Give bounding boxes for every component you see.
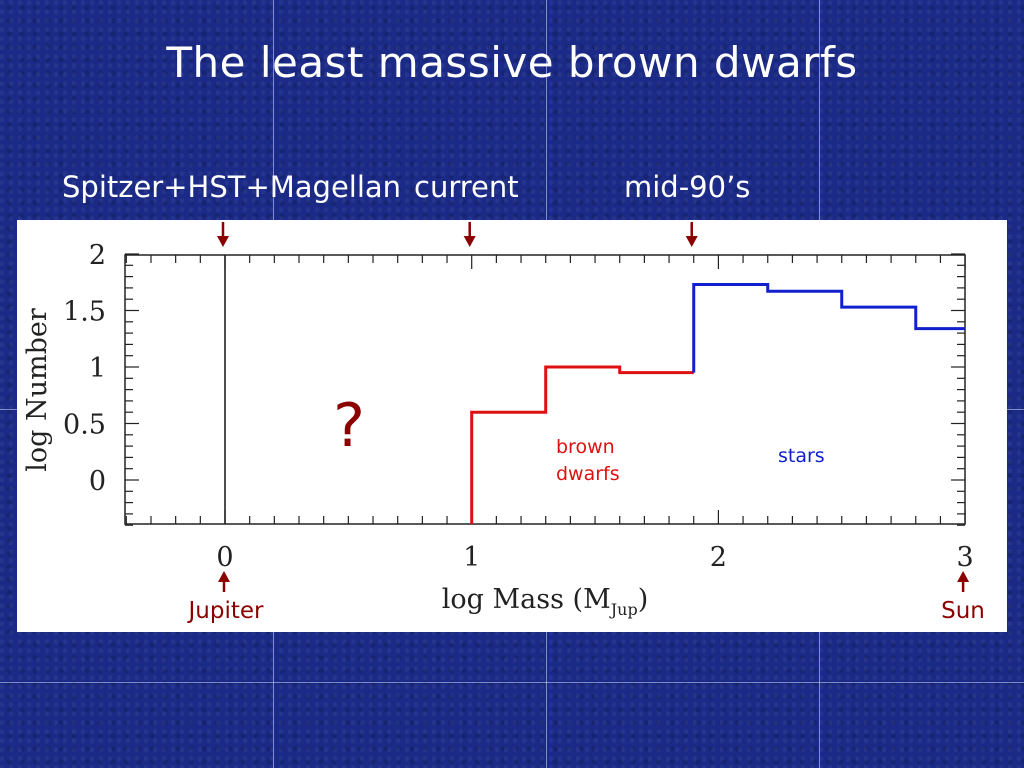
x-axis-title: log Mass (MJup) [442, 584, 649, 619]
x-tick-label: 1 [463, 542, 480, 573]
brown-dwarfs-label-line1: brown [556, 436, 615, 458]
y-tick-label: 1.5 [63, 297, 106, 328]
jupiter-label: Jupiter [187, 598, 265, 624]
series-stars [692, 283, 966, 373]
question-mark: ? [333, 391, 365, 461]
y-tick-label: 0 [89, 466, 106, 497]
label-mid90s: mid-90’s [624, 170, 751, 204]
down-arrow-head [463, 236, 476, 247]
up-arrow-head [957, 571, 970, 582]
y-axis-title: log Number [22, 308, 53, 472]
brown-dwarfs-label-line2: dwarfs [556, 463, 620, 485]
slide-title: The least massive brown dwarfs [166, 38, 858, 87]
y-tick-label: 2 [89, 240, 106, 271]
x-tick-label: 0 [216, 542, 233, 573]
stars-label: stars [778, 445, 825, 467]
y-tick-label: 0.5 [63, 410, 106, 441]
up-arrow-head [218, 571, 230, 582]
x-tick-label: 2 [710, 542, 727, 573]
background-gridline [0, 682, 1024, 683]
sun-label: Sun [941, 598, 985, 624]
x-tick-label: 3 [957, 542, 974, 573]
series-brown-dwarfs [470, 365, 694, 524]
chart-panel [17, 220, 1007, 632]
label-spitzer: Spitzer+HST+Magellan [62, 170, 402, 204]
down-arrow-head [685, 236, 698, 247]
label-current: current [414, 170, 519, 204]
down-arrow-head [217, 236, 229, 247]
y-tick-label: 1 [89, 353, 106, 384]
